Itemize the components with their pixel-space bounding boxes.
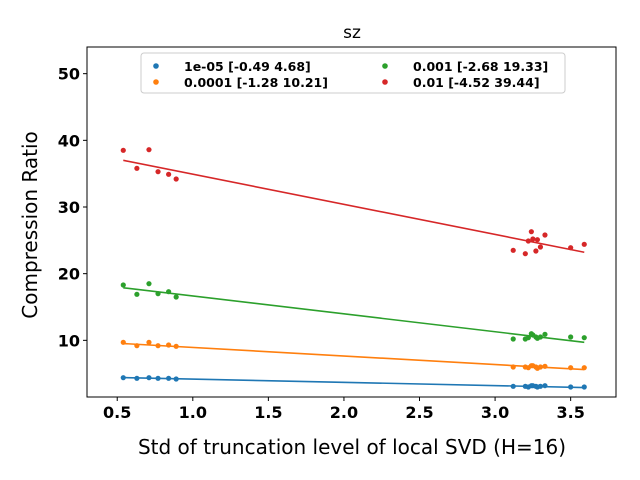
legend-label-series-0: 1e-05 [-0.49 4.68] bbox=[184, 59, 311, 74]
data-point-series-0-3 bbox=[155, 375, 161, 381]
x-axis: 0.5 1.0 1.5 2.0 2.5 3.0 3.5 bbox=[103, 397, 585, 422]
data-point-series-2-15 bbox=[568, 334, 574, 340]
data-point-series-1-2 bbox=[146, 339, 152, 345]
legend: 1e-05 [-0.49 4.68]0.0001 [-1.28 10.21] 0.… bbox=[140, 52, 566, 94]
plot-area bbox=[120, 147, 587, 390]
data-point-series-0-4 bbox=[166, 375, 172, 381]
x-axis-label: Std of truncation level of local SVD (H=… bbox=[138, 435, 566, 459]
data-point-series-0-14 bbox=[542, 383, 548, 389]
data-point-series-2-3 bbox=[155, 291, 161, 297]
fit-line-series-1 bbox=[123, 342, 585, 371]
y-tick-label: 30 bbox=[58, 198, 80, 217]
data-point-series-3-7 bbox=[522, 251, 528, 257]
data-point-series-0-15 bbox=[568, 384, 574, 390]
data-point-series-0-0 bbox=[120, 375, 126, 381]
data-point-series-3-3 bbox=[155, 169, 161, 175]
data-point-series-2-2 bbox=[146, 281, 152, 287]
data-point-series-2-4 bbox=[166, 289, 172, 295]
legend-label-series-3: 0.01 [-4.52 39.44] bbox=[413, 75, 540, 90]
legend-label-series-1: 0.0001 [-1.28 10.21] bbox=[184, 75, 328, 90]
data-point-series-3-15 bbox=[568, 245, 574, 251]
legend-box bbox=[140, 52, 566, 94]
y-axis: 10 20 30 40 50 bbox=[58, 65, 87, 350]
data-point-series-0-13 bbox=[537, 383, 544, 389]
x-tick-label: 1.5 bbox=[254, 403, 282, 422]
data-point-series-2-6 bbox=[510, 336, 516, 342]
plot-frame bbox=[86, 46, 617, 398]
data-point-series-3-10 bbox=[530, 236, 536, 242]
data-point-series-3-16 bbox=[581, 241, 587, 247]
x-tick-label: 1.0 bbox=[179, 403, 207, 422]
data-point-series-1-15 bbox=[568, 365, 574, 371]
data-point-series-1-6 bbox=[510, 364, 516, 370]
data-point-series-1-0 bbox=[120, 339, 126, 345]
data-point-series-0-16 bbox=[581, 384, 587, 390]
data-point-series-1-13 bbox=[537, 364, 544, 370]
legend-marker-series-1 bbox=[153, 79, 159, 85]
data-point-series-2-14 bbox=[542, 331, 548, 337]
data-point-series-1-3 bbox=[155, 343, 161, 349]
data-point-series-2-5 bbox=[173, 294, 179, 300]
legend-marker-series-3 bbox=[382, 79, 388, 85]
x-tick-label: 3.0 bbox=[481, 403, 509, 422]
data-point-series-0-2 bbox=[146, 375, 152, 381]
y-tick-label: 10 bbox=[58, 331, 80, 350]
data-point-series-0-1 bbox=[134, 375, 140, 381]
data-point-series-3-13 bbox=[537, 244, 544, 250]
fit-line-series-3 bbox=[123, 159, 585, 254]
x-tick-label: 3.5 bbox=[556, 403, 584, 422]
y-tick-label: 20 bbox=[58, 265, 80, 284]
data-point-series-3-11 bbox=[533, 248, 539, 254]
data-point-series-3-12 bbox=[534, 237, 541, 243]
data-point-series-2-8 bbox=[525, 335, 531, 341]
data-point-series-1-1 bbox=[134, 343, 140, 349]
data-point-series-3-2 bbox=[146, 147, 152, 153]
chart-title: sz bbox=[343, 23, 361, 43]
x-tick-label: 0.5 bbox=[103, 403, 131, 422]
legend-marker-series-0 bbox=[153, 63, 159, 69]
data-point-series-3-9 bbox=[528, 229, 534, 235]
data-point-series-3-14 bbox=[542, 232, 548, 238]
data-point-series-3-5 bbox=[173, 176, 179, 182]
data-point-series-0-6 bbox=[510, 383, 516, 389]
data-point-series-3-1 bbox=[134, 165, 140, 171]
data-point-series-1-5 bbox=[173, 343, 179, 349]
y-tick-label: 50 bbox=[58, 65, 80, 84]
data-point-series-3-4 bbox=[166, 171, 172, 177]
data-point-series-3-6 bbox=[510, 247, 516, 253]
data-point-series-1-4 bbox=[166, 342, 172, 348]
y-tick-label: 40 bbox=[58, 131, 80, 150]
data-point-series-2-1 bbox=[134, 291, 140, 297]
data-point-series-0-5 bbox=[173, 376, 179, 382]
data-point-series-3-8 bbox=[525, 238, 531, 244]
data-point-series-2-13 bbox=[537, 334, 544, 340]
x-tick-label: 2.0 bbox=[330, 403, 358, 422]
legend-label-series-2: 0.001 [-2.68 19.33] bbox=[413, 59, 548, 74]
fit-line-series-0 bbox=[123, 376, 585, 389]
data-point-series-2-16 bbox=[581, 335, 587, 341]
y-axis-label: Compression Ratio bbox=[18, 131, 42, 318]
data-point-series-1-14 bbox=[542, 363, 548, 369]
data-point-series-2-0 bbox=[120, 282, 126, 288]
fit-line-series-2 bbox=[123, 286, 585, 344]
legend-marker-series-2 bbox=[382, 63, 388, 69]
x-tick-label: 2.5 bbox=[405, 403, 433, 422]
data-point-series-1-16 bbox=[581, 365, 587, 371]
data-point-series-3-0 bbox=[120, 147, 126, 153]
